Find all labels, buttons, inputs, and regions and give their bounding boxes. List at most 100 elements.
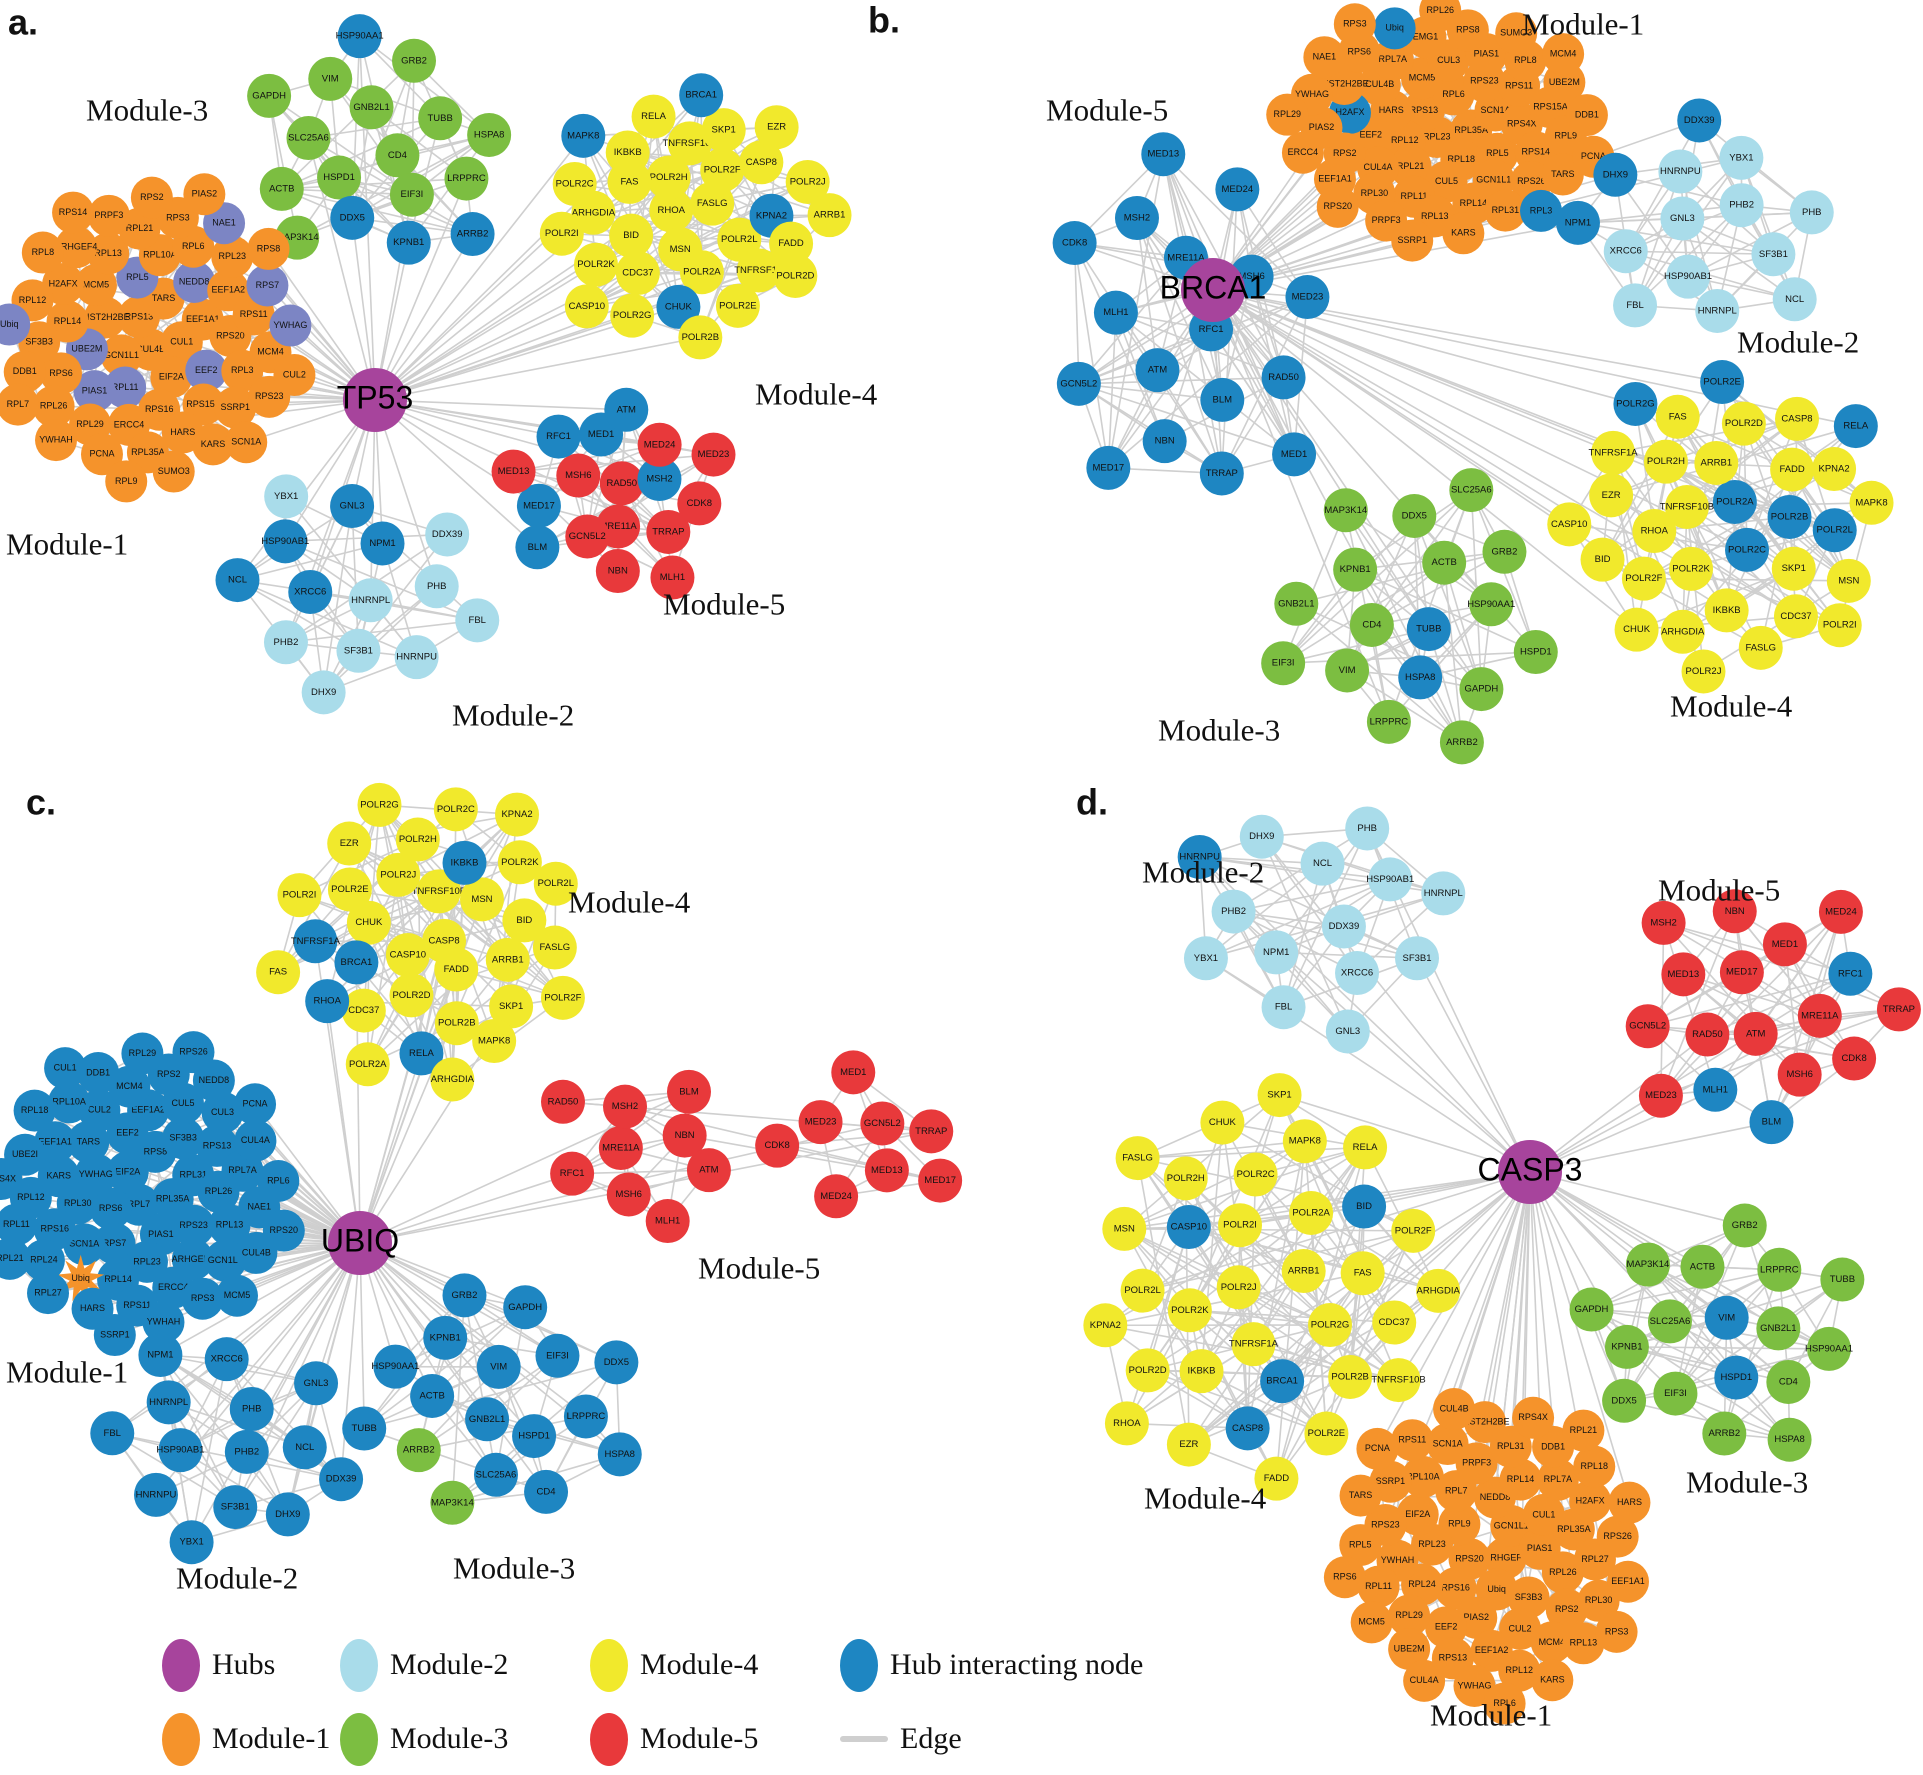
node-label: XRCC6: [1341, 968, 1373, 979]
node-label: MED17: [1726, 967, 1758, 978]
network-node: [1376, 1358, 1421, 1403]
node-label: IKBKB: [1713, 605, 1741, 616]
network-node: [909, 1109, 954, 1154]
node-label: RPL11: [1365, 1581, 1392, 1591]
node-label: POLR2L: [1817, 525, 1853, 536]
node-label: MCM5: [1358, 1617, 1385, 1627]
network-node: [1602, 1378, 1647, 1423]
node-label: EEF2: [1435, 1622, 1458, 1632]
network-node: [293, 919, 338, 964]
hub-node: [343, 368, 407, 432]
node-label: PCNA: [1581, 151, 1606, 161]
network-node: [234, 1119, 277, 1162]
edge: [1123, 1140, 1306, 1230]
hub-edge: [1529, 1171, 1625, 1402]
network-node: [67, 1120, 110, 1163]
node-label: RPL27: [34, 1287, 62, 1297]
node-label: GAPDH: [252, 90, 286, 101]
network-node: [1519, 189, 1562, 232]
network-node: [342, 1406, 387, 1451]
node-label: RPL29: [129, 1048, 157, 1058]
network-node: [423, 1315, 468, 1360]
edge: [1653, 530, 1797, 617]
network-node: [691, 432, 736, 477]
network-node: [1218, 1203, 1263, 1248]
node-label: RPL35A: [156, 1194, 190, 1204]
network-node: [1328, 1354, 1373, 1399]
node-label: RPL24: [1408, 1579, 1436, 1589]
node-label: HSP90AB1: [261, 536, 309, 547]
node-label: MSH6: [565, 470, 591, 481]
edge: [1770, 973, 1852, 1123]
edge: [572, 1169, 709, 1175]
network-node: [1704, 588, 1749, 633]
node-label: EIF2A: [115, 1167, 140, 1177]
hub-edge: [1212, 289, 1638, 631]
edge: [1123, 1228, 1399, 1381]
node-label: CDK8: [687, 498, 712, 509]
node-label: MED23: [698, 449, 730, 460]
network-node: [1695, 288, 1740, 333]
node-label: POLR2A: [1292, 1207, 1330, 1218]
edge: [1239, 1146, 1366, 1226]
network-node: [192, 423, 235, 466]
hub-edge: [374, 399, 627, 411]
network-node: [1614, 607, 1659, 652]
network-node: [700, 148, 745, 193]
network-node: [564, 284, 609, 329]
network-node: [0, 1158, 23, 1201]
node-label: CDK8: [764, 1140, 789, 1151]
node-label: MSH2: [612, 1101, 638, 1112]
node-label: CDK8: [1062, 238, 1087, 249]
node-label: RPL23: [218, 251, 246, 261]
node-label: HNRNPU: [396, 652, 437, 663]
network-node: [93, 1222, 136, 1265]
node-label: RFC1: [546, 431, 571, 442]
edge: [1740, 157, 1796, 300]
node-label: TNFRSF1A: [1589, 447, 1639, 458]
node-label: RPS20: [270, 1225, 299, 1235]
node-label: CUL2: [88, 1105, 111, 1115]
node-label: CUL4A: [1410, 1675, 1439, 1685]
node-label: ATM: [699, 1165, 718, 1176]
node-label: ARRB1: [492, 954, 524, 965]
network-node: [1589, 473, 1634, 518]
edge: [1282, 489, 1472, 664]
network-node: [476, 1344, 521, 1389]
network-node: [1484, 189, 1527, 232]
node-label: ATM: [617, 404, 636, 415]
network-node: [1702, 1411, 1747, 1456]
edge: [1388, 603, 1492, 723]
node-label: RPS2: [1333, 148, 1357, 158]
node-label: EIF3I: [546, 1350, 569, 1361]
network-node: [1300, 841, 1345, 886]
hub-edge: [326, 1001, 361, 1244]
module-title: Module-3: [1686, 1464, 1808, 1499]
node-label: PIAS2: [1464, 1612, 1490, 1622]
node-label: RAD50: [606, 478, 637, 489]
network-node: [798, 1100, 843, 1145]
network-node: [246, 264, 289, 307]
node-label: FAS: [621, 176, 639, 187]
node-label: RPL21: [126, 223, 154, 233]
network-node: [609, 213, 654, 258]
legend-label: Hubs: [212, 1648, 276, 1681]
module-title: Module-2: [1142, 854, 1264, 889]
node-label: RPL35A: [131, 447, 165, 457]
node-label: MCM5: [1409, 73, 1436, 83]
hub-edge: [1376, 1171, 1531, 1450]
network-node: [1542, 33, 1585, 76]
edge: [1137, 1140, 1305, 1159]
node-label: RPS8: [1456, 25, 1480, 35]
network-node: [556, 453, 601, 498]
node-label: RPS11: [1398, 1435, 1426, 1445]
edge: [1591, 1268, 1780, 1311]
node-label: YWHAH: [147, 1317, 181, 1327]
node-label: HSPA8: [1774, 1434, 1804, 1445]
edge: [1687, 211, 1813, 278]
node-label: CASP8: [1232, 1423, 1263, 1434]
network-node: [357, 782, 402, 827]
network-node: [215, 1274, 258, 1317]
network-node: [229, 1387, 274, 1432]
edge: [1078, 383, 1295, 456]
